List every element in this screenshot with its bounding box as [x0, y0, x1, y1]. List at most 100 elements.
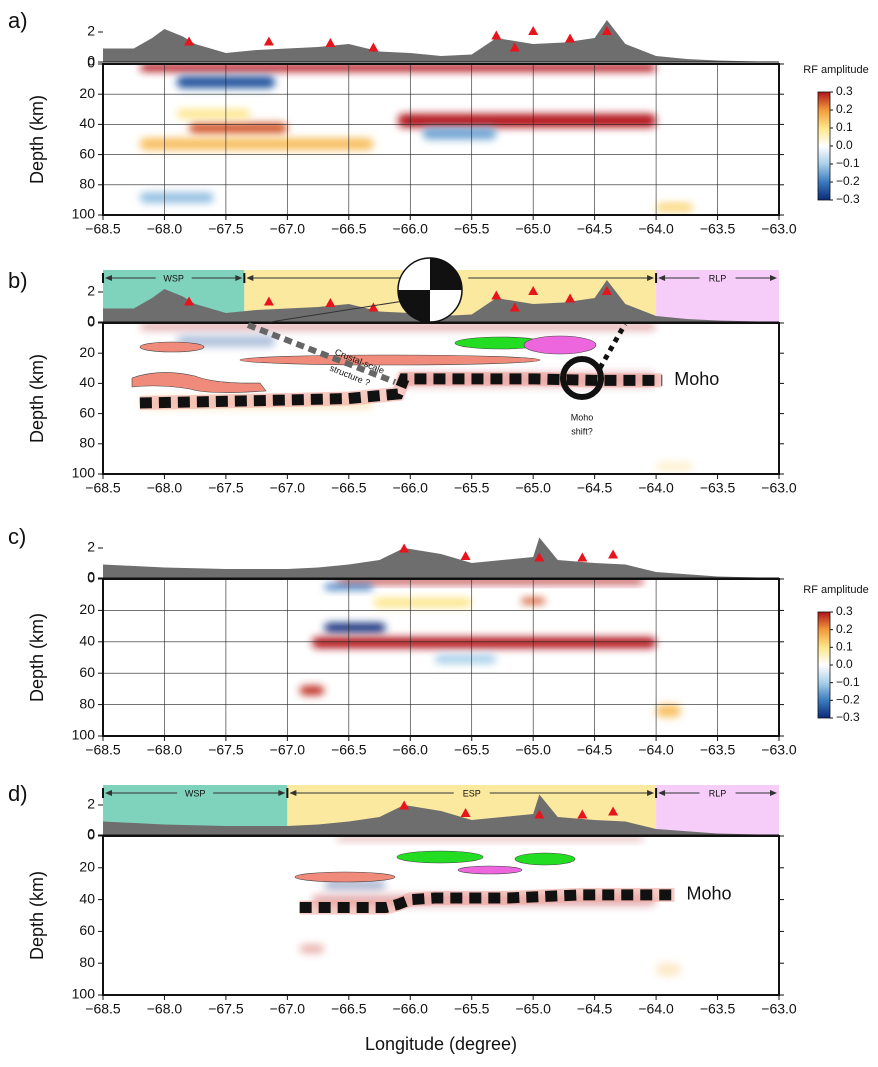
y-tick-label: 100	[72, 727, 96, 743]
salmon-body	[294, 871, 396, 883]
panel-label: b)	[8, 268, 28, 293]
focal-leader	[269, 299, 411, 323]
y-tick-label: 60	[79, 922, 95, 938]
colorbar-tick-label: 0.0	[836, 657, 853, 671]
station	[399, 543, 410, 553]
moho	[299, 889, 675, 914]
station	[491, 290, 502, 300]
station	[509, 302, 520, 312]
province-label: RLP	[709, 273, 727, 283]
y-axis-label: Depth (km)	[27, 871, 47, 960]
rf-feature	[336, 836, 644, 841]
rf-feature	[176, 109, 251, 119]
colorbar-tick-label: 0.3	[836, 604, 853, 618]
label-bg	[699, 272, 736, 284]
y-tick-label: 20	[79, 344, 95, 360]
y-tick-label: 40	[79, 115, 95, 131]
rf-feature	[324, 622, 386, 633]
rf-feature	[311, 637, 657, 649]
station	[565, 293, 576, 303]
salmon-body	[131, 372, 267, 393]
x-tick-label: −68.0	[147, 1001, 183, 1017]
topography	[103, 794, 779, 835]
x-tick-label: −66.0	[393, 1001, 429, 1017]
x-tick-label: −66.0	[393, 480, 429, 496]
topography	[103, 537, 779, 578]
rf-image	[299, 579, 681, 718]
section-frame	[102, 322, 780, 475]
label-bg	[155, 272, 192, 284]
x-tick-label: −63.0	[761, 742, 797, 758]
moho-shift-circle	[560, 356, 604, 400]
rf-image	[139, 64, 693, 212]
topo-tick-label: 2	[87, 796, 95, 812]
station	[263, 36, 274, 46]
y-axis-label: Depth (km)	[27, 354, 47, 443]
x-tick-label: −66.5	[331, 742, 367, 758]
x-tick-label: −66.0	[393, 221, 429, 237]
label-bg	[453, 787, 490, 799]
y-tick-label: 20	[79, 85, 95, 101]
station	[577, 809, 588, 819]
moho	[139, 373, 663, 409]
x-tick-label: −67.5	[208, 480, 244, 496]
y-tick-label: 20	[79, 859, 95, 875]
x-tick-label: −68.5	[85, 742, 121, 758]
rf-feature	[299, 944, 325, 954]
station	[608, 549, 619, 559]
station	[263, 296, 274, 306]
colorbar-tick-label: −0.2	[836, 174, 860, 188]
station	[534, 552, 545, 562]
rf-feature	[299, 685, 325, 696]
x-tick-label: −65.5	[454, 480, 490, 496]
y-tick-label: 40	[79, 374, 95, 390]
rf-feature	[189, 122, 288, 134]
y-tick-label: 40	[79, 890, 95, 906]
salmon-body	[139, 341, 205, 353]
colorbar-tick-label: −0.3	[836, 710, 860, 724]
rf-feature	[397, 113, 657, 128]
section-frame	[102, 835, 780, 996]
y-tick-label: 0	[87, 55, 95, 71]
x-tick-label: −64.5	[577, 221, 613, 237]
y-tick-label: 80	[79, 954, 95, 970]
moho-label: Moho	[674, 369, 719, 389]
x-tick-label: −64.5	[577, 480, 613, 496]
colorbar-tick-label: −0.1	[836, 156, 860, 170]
x-tick-label: −68.0	[147, 480, 183, 496]
annotation: Moho	[571, 412, 594, 422]
x-tick-label: −66.0	[393, 742, 429, 758]
rf-feature	[324, 880, 386, 891]
colorbar	[817, 611, 831, 719]
station	[601, 286, 612, 295]
station	[528, 286, 539, 295]
salmon-body	[239, 354, 541, 366]
x-tick-label: −67.5	[208, 742, 244, 758]
x-tick-label: −66.5	[331, 480, 367, 496]
y-tick-label: 0	[87, 314, 95, 330]
station	[608, 806, 619, 816]
station	[601, 26, 612, 35]
x-tick-label: −66.5	[331, 1001, 367, 1017]
station	[491, 30, 502, 40]
y-tick-label: 60	[79, 404, 95, 420]
station	[184, 296, 195, 306]
topo-tick-label: 2	[87, 539, 95, 555]
x-tick-label: −68.5	[85, 1001, 121, 1017]
rf-feature	[656, 461, 693, 471]
panel-label: a)	[8, 8, 28, 33]
pink-body	[457, 865, 523, 875]
x-tick-label: −63.0	[761, 480, 797, 496]
x-tick-label: −68.5	[85, 221, 121, 237]
x-tick-label: −67.0	[270, 221, 306, 237]
rf-feature	[422, 127, 497, 140]
colorbar-label: RF amplitude	[803, 584, 868, 596]
rf-feature	[373, 597, 472, 608]
y-axis-label: Depth (km)	[27, 95, 47, 184]
y-tick-label: 0	[87, 570, 95, 586]
y-tick-label: 80	[79, 695, 95, 711]
section-frame	[102, 63, 780, 216]
y-tick-label: 80	[79, 176, 95, 192]
x-tick-label: −65.0	[515, 1001, 551, 1017]
